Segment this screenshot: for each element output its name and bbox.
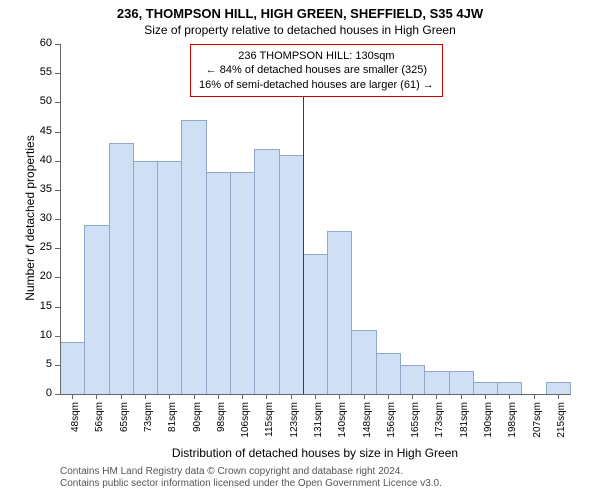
y-tick-label: 45 — [28, 125, 52, 137]
y-tick-mark — [55, 365, 60, 366]
x-tick-label: 156sqm — [386, 402, 397, 442]
x-tick-label: 90sqm — [192, 402, 203, 442]
histogram-bar — [303, 254, 328, 395]
y-tick-label: 25 — [28, 241, 52, 253]
y-tick-mark — [55, 248, 60, 249]
x-tick-mark — [194, 394, 195, 399]
x-tick-mark — [509, 394, 510, 399]
y-tick-label: 35 — [28, 183, 52, 195]
x-tick-mark — [364, 394, 365, 399]
x-tick-mark — [412, 394, 413, 399]
x-tick-label: 215sqm — [556, 402, 567, 442]
annotation-line1: 236 THOMPSON HILL: 130sqm — [199, 49, 434, 63]
histogram-bar — [84, 225, 109, 395]
histogram-bar — [351, 330, 376, 395]
y-tick-label: 40 — [28, 154, 52, 166]
histogram-bar — [133, 161, 158, 395]
x-tick-mark — [121, 394, 122, 399]
y-tick-label: 5 — [28, 358, 52, 370]
x-tick-label: 98sqm — [216, 402, 227, 442]
histogram-bar — [206, 172, 231, 395]
footer-attribution: Contains HM Land Registry data © Crown c… — [60, 466, 442, 490]
x-tick-mark — [534, 394, 535, 399]
annotation-box: 236 THOMPSON HILL: 130sqm ← 84% of detac… — [190, 44, 443, 97]
x-tick-label: 123sqm — [289, 402, 300, 442]
histogram-bar — [400, 365, 425, 395]
y-tick-mark — [55, 336, 60, 337]
y-tick-mark — [55, 44, 60, 45]
y-tick-label: 10 — [28, 329, 52, 341]
x-tick-mark — [485, 394, 486, 399]
x-tick-mark — [339, 394, 340, 399]
x-tick-label: 198sqm — [507, 402, 518, 442]
y-tick-mark — [55, 307, 60, 308]
y-tick-label: 15 — [28, 300, 52, 312]
x-tick-mark — [145, 394, 146, 399]
footer-line2: Contains public sector information licen… — [60, 478, 442, 490]
y-tick-label: 60 — [28, 37, 52, 49]
y-tick-label: 55 — [28, 66, 52, 78]
y-tick-label: 20 — [28, 270, 52, 282]
x-tick-label: 207sqm — [532, 402, 543, 442]
x-tick-label: 48sqm — [70, 402, 81, 442]
y-tick-mark — [55, 73, 60, 74]
footer-line1: Contains HM Land Registry data © Crown c… — [60, 466, 442, 478]
histogram-bar — [109, 143, 134, 395]
x-tick-label: 65sqm — [119, 402, 130, 442]
histogram-bar — [327, 231, 352, 395]
annotation-line2: ← 84% of detached houses are smaller (32… — [199, 63, 434, 77]
histogram-bar — [230, 172, 255, 395]
y-tick-mark — [55, 190, 60, 191]
y-tick-mark — [55, 102, 60, 103]
x-tick-label: 131sqm — [313, 402, 324, 442]
x-tick-mark — [96, 394, 97, 399]
y-tick-mark — [55, 132, 60, 133]
x-tick-mark — [461, 394, 462, 399]
y-tick-label: 30 — [28, 212, 52, 224]
x-axis-label: Distribution of detached houses by size … — [60, 446, 570, 460]
y-axis — [60, 44, 61, 394]
x-tick-label: 106sqm — [240, 402, 251, 442]
x-tick-label: 148sqm — [362, 402, 373, 442]
x-tick-mark — [218, 394, 219, 399]
x-tick-label: 73sqm — [143, 402, 154, 442]
histogram-bar — [254, 149, 279, 395]
x-tick-label: 115sqm — [264, 402, 275, 442]
x-tick-mark — [266, 394, 267, 399]
y-tick-mark — [55, 277, 60, 278]
y-tick-label: 50 — [28, 95, 52, 107]
y-tick-label: 0 — [28, 387, 52, 399]
y-tick-mark — [55, 219, 60, 220]
x-tick-mark — [242, 394, 243, 399]
histogram-bar — [424, 371, 449, 395]
x-tick-label: 165sqm — [410, 402, 421, 442]
x-tick-label: 81sqm — [167, 402, 178, 442]
histogram-bar — [157, 161, 182, 395]
histogram-bar — [449, 371, 474, 395]
histogram-bar — [376, 353, 401, 395]
x-tick-label: 173sqm — [434, 402, 445, 442]
y-tick-mark — [55, 394, 60, 395]
x-tick-mark — [388, 394, 389, 399]
x-tick-label: 190sqm — [483, 402, 494, 442]
histogram-bar — [181, 120, 206, 395]
histogram-bar — [60, 342, 85, 396]
annotation-line3: 16% of semi-detached houses are larger (… — [199, 78, 434, 92]
x-tick-mark — [72, 394, 73, 399]
x-tick-mark — [291, 394, 292, 399]
chart-title: 236, THOMPSON HILL, HIGH GREEN, SHEFFIEL… — [0, 0, 600, 21]
x-tick-mark — [436, 394, 437, 399]
x-tick-label: 140sqm — [337, 402, 348, 442]
y-tick-mark — [55, 161, 60, 162]
chart-subtitle: Size of property relative to detached ho… — [0, 21, 600, 37]
histogram-bar — [279, 155, 304, 395]
x-tick-label: 181sqm — [459, 402, 470, 442]
x-tick-mark — [315, 394, 316, 399]
x-tick-mark — [558, 394, 559, 399]
x-tick-mark — [169, 394, 170, 399]
x-tick-label: 56sqm — [94, 402, 105, 442]
